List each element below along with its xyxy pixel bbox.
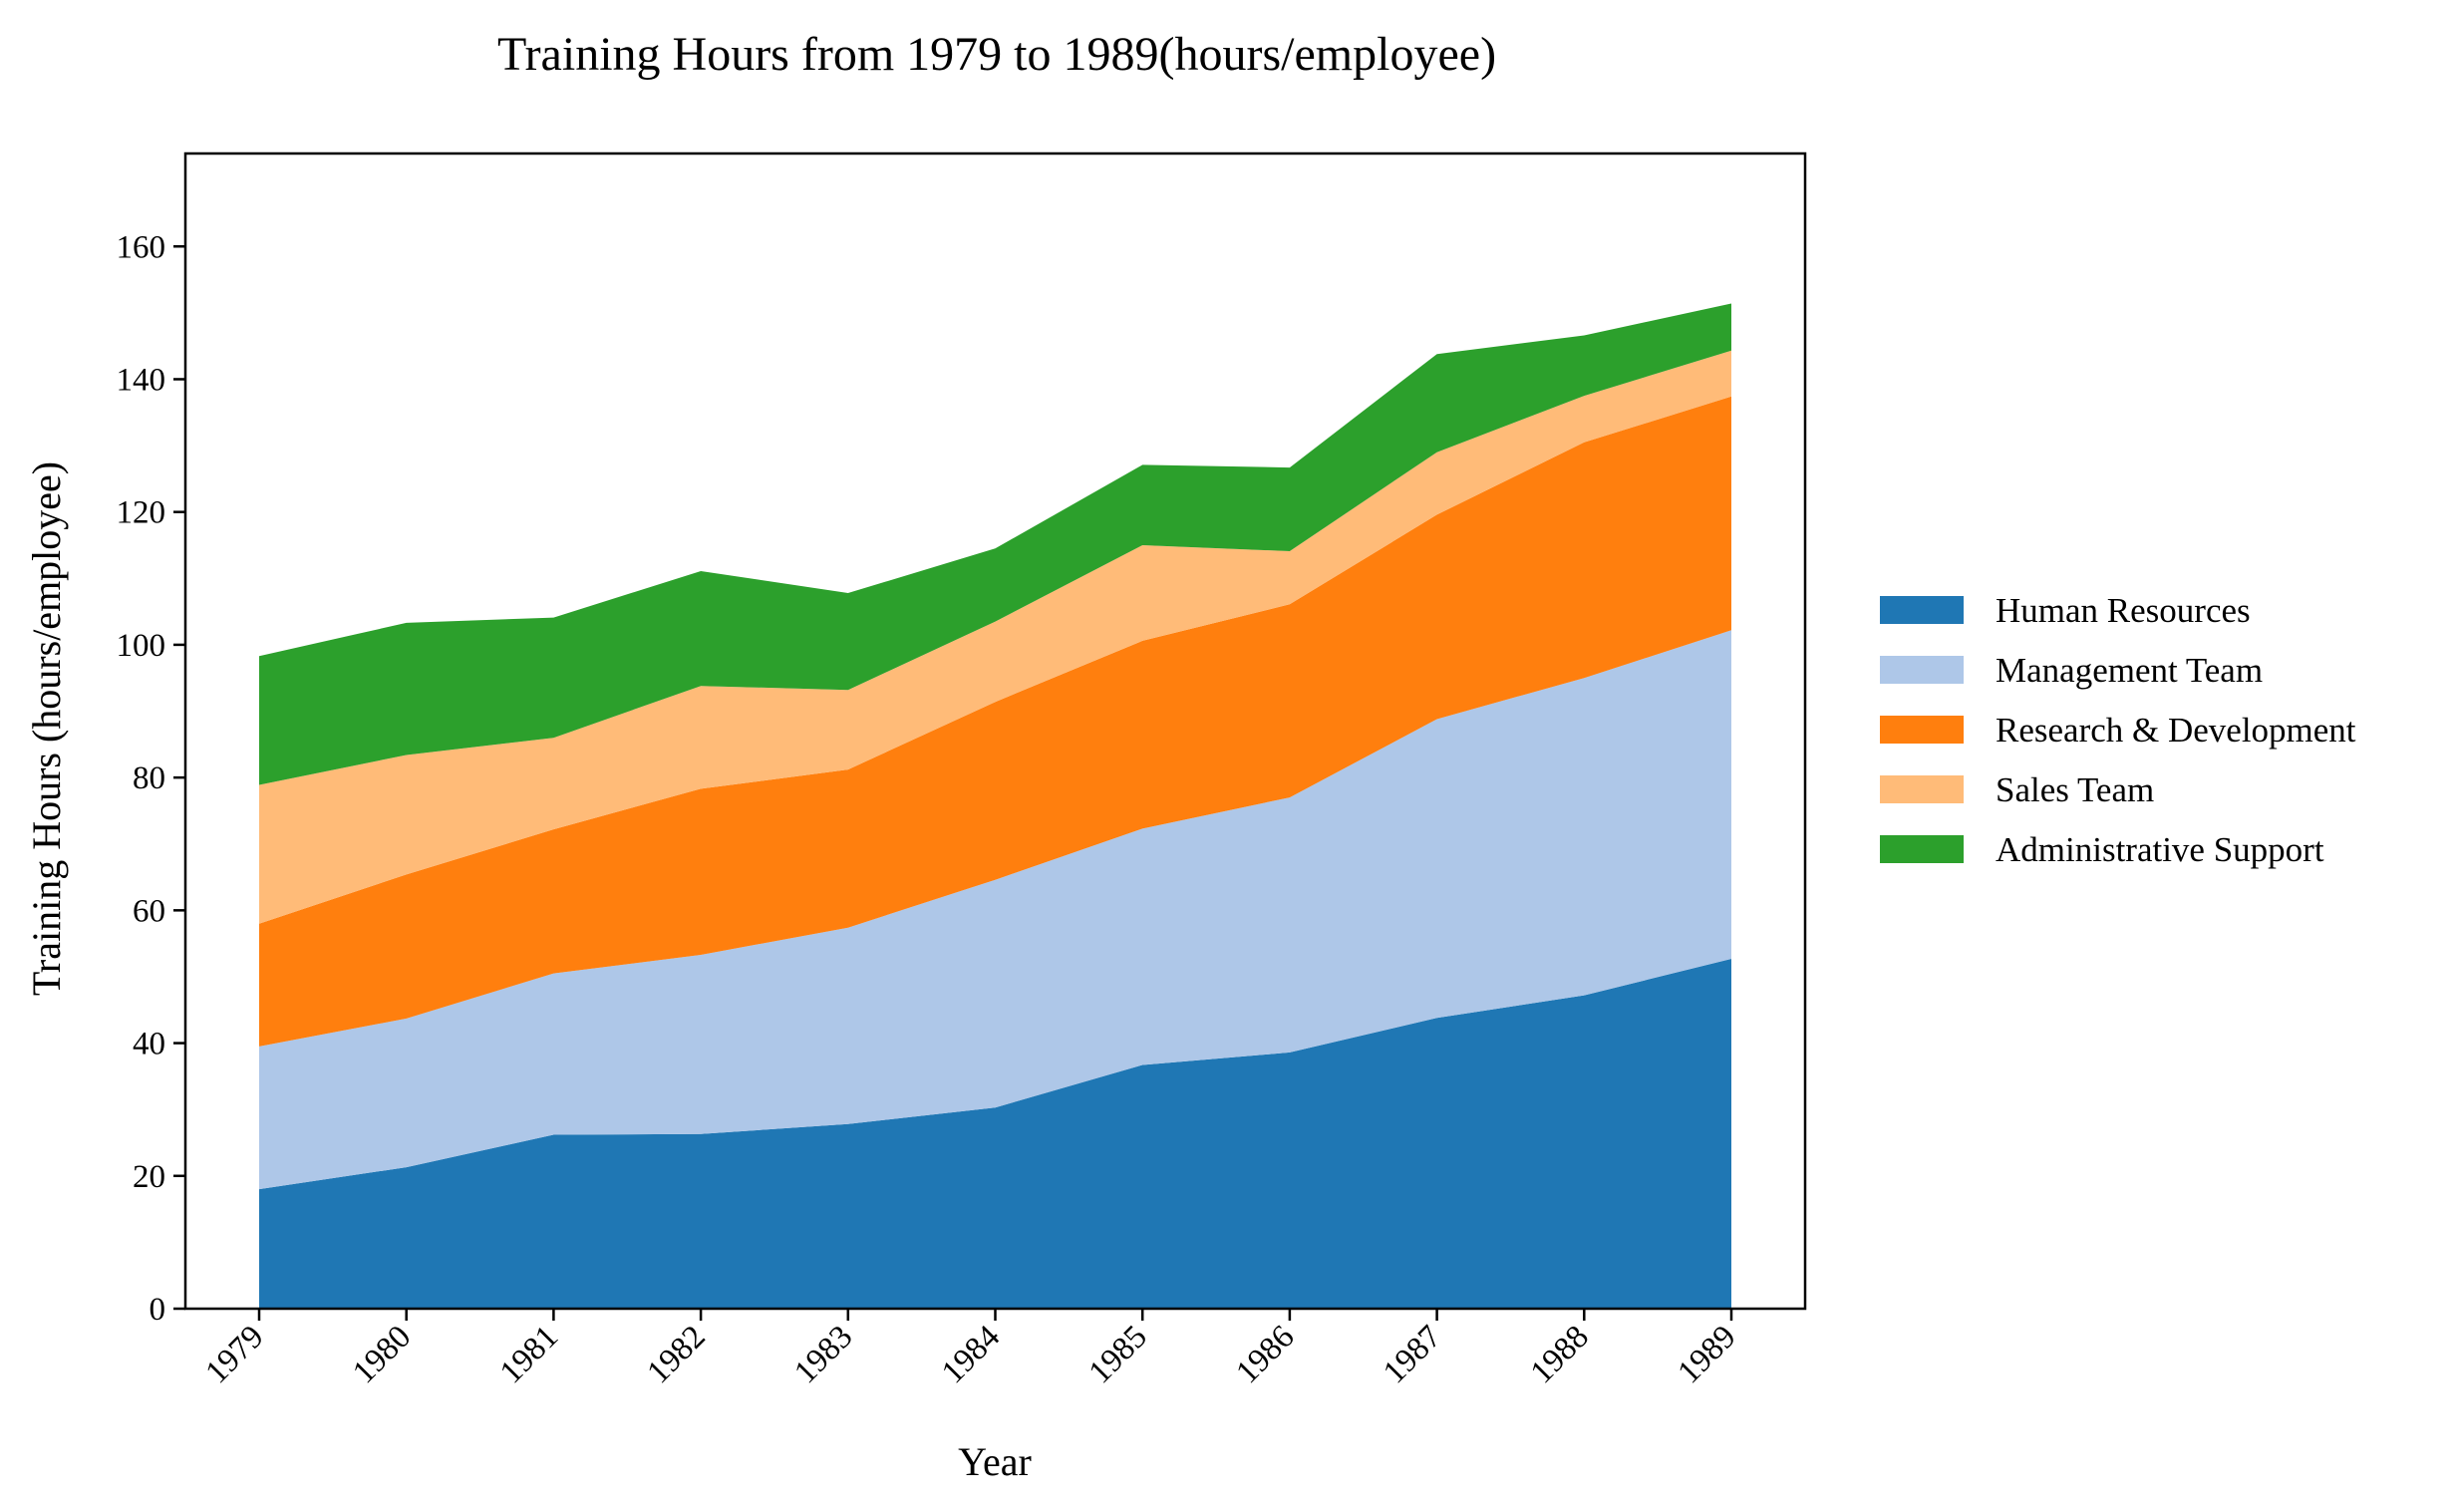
x-axis-label: Year	[958, 1439, 1032, 1484]
area-research-development	[259, 396, 1731, 1047]
area-human-resources	[259, 959, 1731, 1309]
y-tick-label: 0	[150, 1292, 166, 1328]
x-tick-label: 1985	[1082, 1319, 1154, 1390]
y-tick-label: 100	[117, 628, 166, 664]
y-tick-label: 60	[133, 893, 165, 929]
x-tick-label: 1982	[641, 1319, 713, 1390]
x-tick-label: 1984	[935, 1319, 1007, 1390]
area-sales-team	[259, 350, 1731, 924]
legend-label: Management Team	[1996, 651, 2263, 690]
legend-swatch	[1880, 656, 1964, 684]
y-tick-label: 80	[133, 760, 165, 796]
x-tick-label: 1981	[493, 1319, 565, 1390]
legend-label: Sales Team	[1996, 770, 2154, 809]
chart-title: Training Hours from 1979 to 1989(hours/e…	[497, 28, 1496, 81]
area-layers	[259, 303, 1731, 1309]
y-tick-label: 20	[133, 1159, 165, 1195]
legend: Human Resources Management Team Research &…	[1880, 591, 2356, 869]
legend-swatch	[1880, 835, 1964, 863]
y-axis: 0 20 40 60 80 100 120 140 160	[117, 229, 185, 1328]
legend-swatch	[1880, 596, 1964, 624]
x-tick-label: 1979	[199, 1319, 271, 1390]
x-tick-label: 1980	[346, 1319, 418, 1390]
y-tick-label: 160	[117, 229, 166, 265]
area-administrative-support	[259, 303, 1731, 785]
x-tick-label: 1988	[1524, 1319, 1596, 1390]
legend-swatch	[1880, 775, 1964, 803]
legend-label: Human Resources	[1996, 591, 2251, 630]
legend-swatch	[1880, 716, 1964, 744]
x-tick-label: 1989	[1672, 1319, 1743, 1390]
y-tick-label: 40	[133, 1027, 165, 1062]
legend-label: Research & Development	[1996, 711, 2356, 750]
x-tick-label: 1983	[787, 1319, 859, 1390]
y-tick-label: 140	[117, 362, 166, 398]
y-axis-label: Training Hours (hours/employee)	[24, 461, 69, 996]
x-axis: 1979 1980 1981 1982 1983 1984 1985 1986 1987 1988…	[199, 1309, 1743, 1390]
legend-label: Administrative Support	[1996, 830, 2324, 869]
x-tick-label: 1986	[1229, 1319, 1301, 1390]
area-management-team	[259, 630, 1731, 1190]
x-tick-label: 1987	[1377, 1319, 1448, 1390]
y-tick-label: 120	[117, 495, 166, 531]
